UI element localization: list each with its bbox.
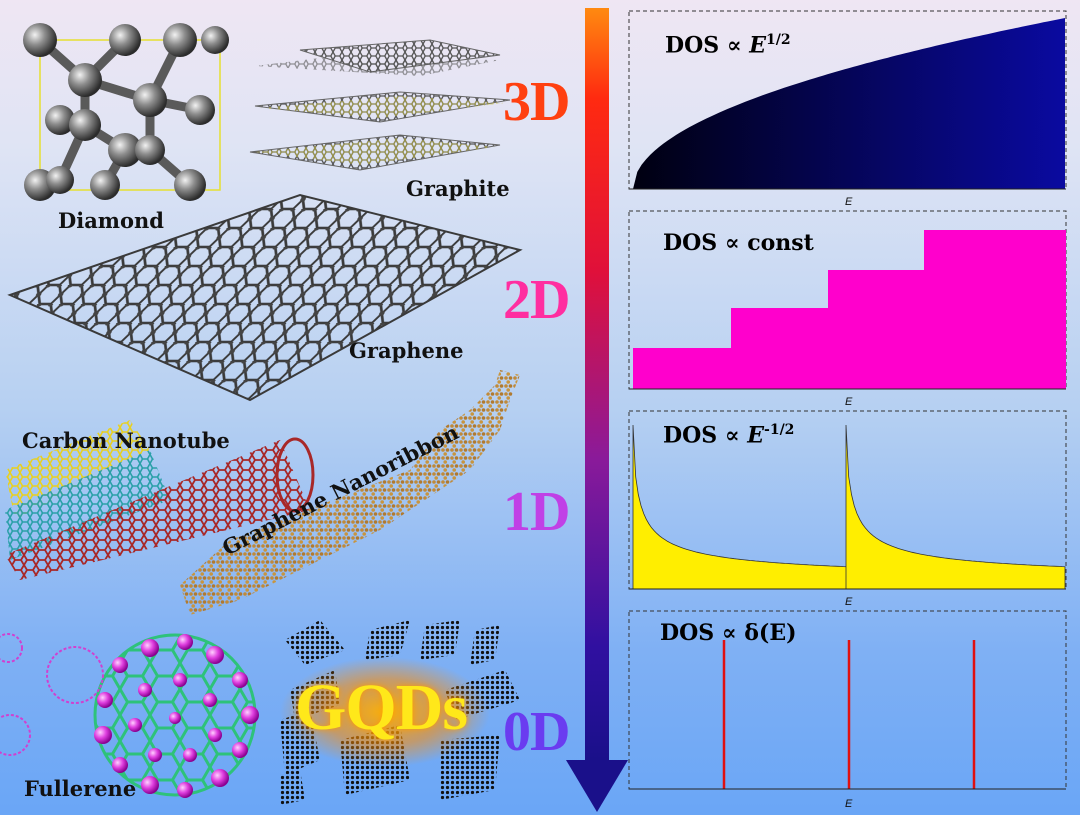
axis-label-e-3d: E: [845, 196, 853, 208]
dos-panel-1d: [628, 410, 1067, 590]
graphene-nanoribbon-icon: [180, 370, 520, 615]
graphite-label: Graphite: [406, 176, 510, 201]
carbon-nanotube-icon: [5, 420, 315, 580]
axis-label-e-2d: E: [845, 396, 853, 408]
dimension-label-3d: 3D: [503, 71, 570, 133]
fullerene-label: Fullerene: [24, 776, 137, 801]
diamond-label: Diamond: [58, 208, 164, 233]
axis-label-e-0d: E: [845, 798, 853, 810]
dimension-label-2d: 2D: [503, 269, 570, 331]
dimension-label-0d: 0D: [503, 701, 570, 763]
axis-label-e-1d: E: [845, 596, 853, 608]
nanotube-label: Carbon Nanotube: [22, 428, 230, 453]
gqd-glow: [280, 657, 490, 767]
dos-formula-1d: DOS ∝ E-1/2: [663, 422, 795, 449]
graphene-sheet-icon: [7, 193, 523, 402]
gqds-label: GQDs: [295, 671, 468, 744]
dos-formula-2d: DOS ∝ const: [663, 230, 814, 256]
dos-panel-2d: [628, 210, 1067, 390]
graphene-label: Graphene: [349, 338, 464, 363]
fullerene-structure-icon: [0, 633, 259, 798]
dos-formula-3d: DOS ∝ E1/2: [665, 32, 791, 59]
dos-formula-0d: DOS ∝ δ(E): [660, 620, 797, 646]
dimension-arrow: [566, 8, 628, 812]
diamond-structure-icon: [23, 23, 229, 201]
dos-panel-3d: [628, 10, 1067, 190]
graphite-structure-icon: [249, 39, 511, 171]
dimension-label-1d: 1D: [503, 481, 570, 543]
dos-panel-0d: [628, 610, 1067, 790]
